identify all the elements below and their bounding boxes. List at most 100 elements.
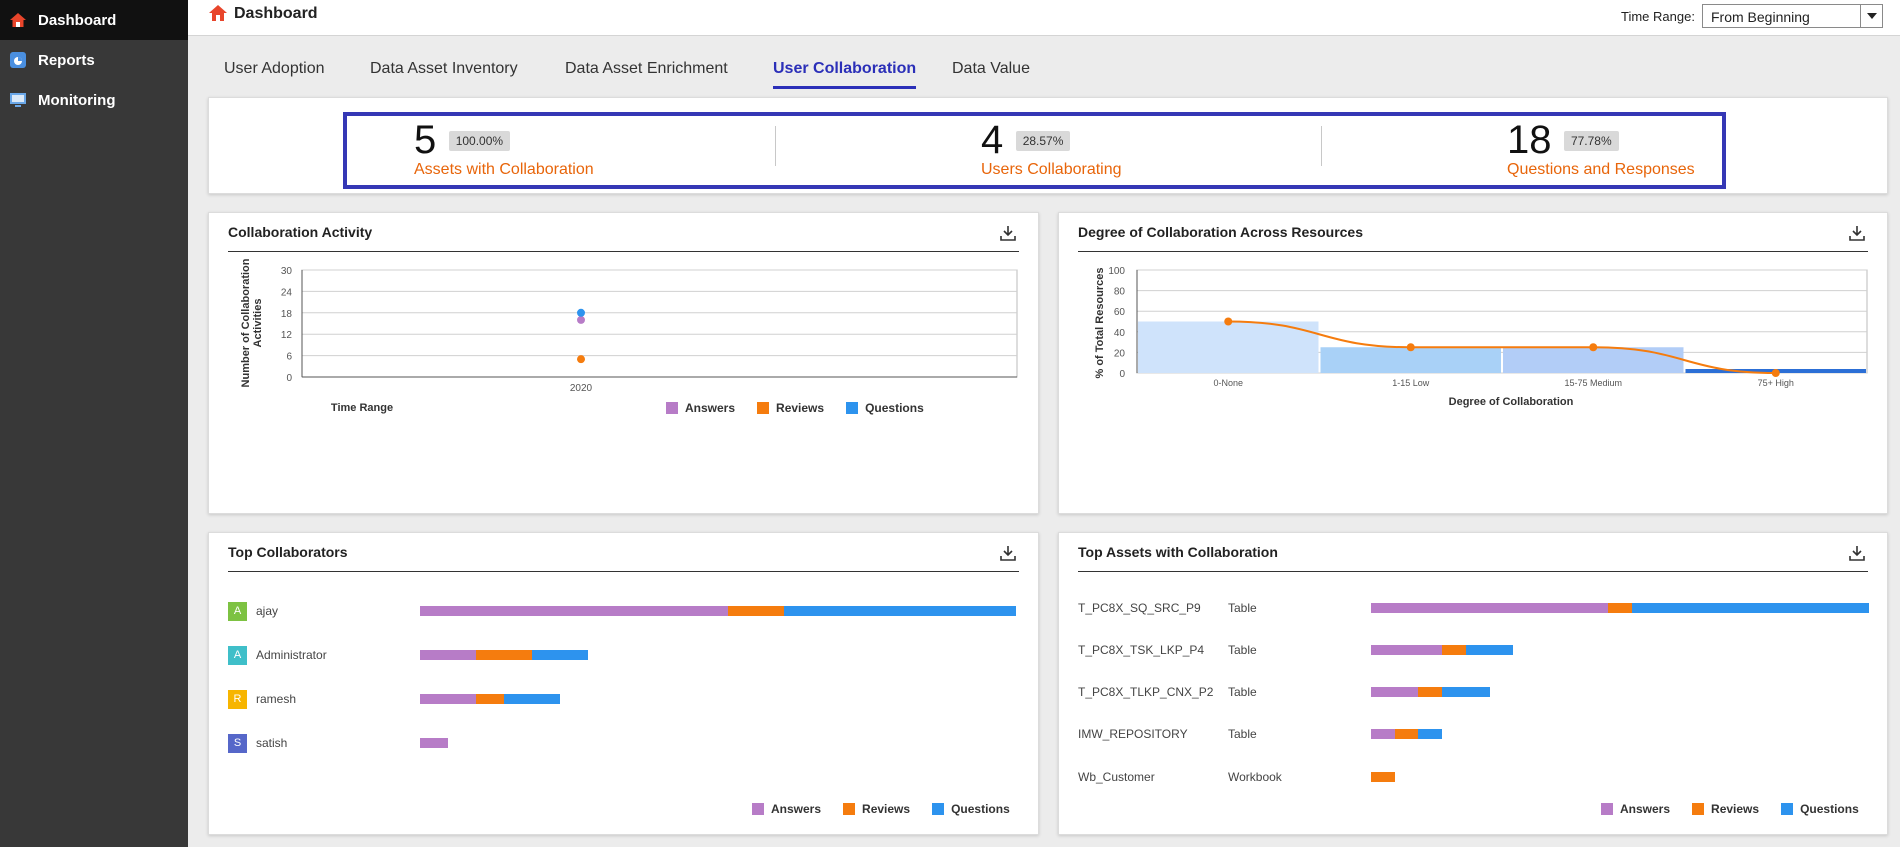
bar-segment-reviews[interactable] xyxy=(727,606,784,616)
y-tick-label: 6 xyxy=(286,352,292,363)
bar-segment-reviews[interactable] xyxy=(1418,687,1443,697)
stacked-bar[interactable] xyxy=(1371,772,1395,782)
bar-segment-answers[interactable] xyxy=(420,694,476,704)
bar-segment-questions[interactable] xyxy=(503,694,560,704)
asset-type: Table xyxy=(1228,643,1257,657)
asset-name[interactable]: IMW_REPOSITORY xyxy=(1078,727,1188,741)
legend-reviews[interactable]: Reviews xyxy=(1692,802,1759,816)
bar-segment-answers[interactable] xyxy=(420,738,448,748)
data-point-questions[interactable] xyxy=(577,308,585,317)
bar-segment-answers[interactable] xyxy=(1371,729,1395,739)
bar-segment-questions[interactable] xyxy=(783,606,1016,616)
trend-line xyxy=(1228,320,1776,374)
data-point-answers[interactable] xyxy=(577,315,585,324)
bar-segment-answers[interactable] xyxy=(1371,687,1419,697)
legend-swatch xyxy=(752,803,764,815)
tab-user-adoption[interactable]: User Adoption xyxy=(224,60,325,77)
stacked-bar[interactable] xyxy=(420,650,588,660)
tab-user-collaboration[interactable]: User Collaboration xyxy=(773,60,917,89)
bar-segment-answers[interactable] xyxy=(1371,603,1609,613)
avatar: A xyxy=(228,601,247,621)
sidebar-item-monitoring[interactable]: Monitoring xyxy=(0,80,188,120)
legend-swatch xyxy=(757,402,770,414)
bar-segment-reviews[interactable] xyxy=(475,650,532,660)
bar-segment-reviews[interactable] xyxy=(1442,645,1466,655)
line-point-3[interactable] xyxy=(1771,369,1780,377)
degree-of-collaboration-card: Degree of Collaboration Across Resources… xyxy=(1058,212,1888,514)
stacked-bar[interactable] xyxy=(420,738,448,748)
stacked-bar[interactable] xyxy=(420,606,1016,616)
y-tick-label: 24 xyxy=(281,287,293,298)
bar-segment-answers[interactable] xyxy=(420,606,728,616)
bar-segment-questions[interactable] xyxy=(1418,729,1443,739)
bar-segment-questions[interactable] xyxy=(1631,603,1869,613)
tab-data-asset-enrichment[interactable]: Data Asset Enrichment xyxy=(565,60,728,77)
bar-segment-answers[interactable] xyxy=(420,650,476,660)
legend-questions[interactable]: Questions xyxy=(932,802,1010,816)
collaboration-activity-chart: 0 6 12 18 24 30 Number of Collaboration Activ… xyxy=(240,258,1018,414)
card-divider xyxy=(228,571,1019,572)
stacked-bar[interactable] xyxy=(1371,687,1490,697)
legend-answers[interactable]: Answers xyxy=(752,802,821,816)
bar-segment-reviews[interactable] xyxy=(1371,772,1395,782)
legend-questions[interactable]: Questions xyxy=(1781,802,1859,816)
asset-name[interactable]: Wb_Customer xyxy=(1078,770,1155,784)
bar-segment-questions[interactable] xyxy=(531,650,588,660)
asset-type: Table xyxy=(1228,727,1257,741)
kpi-users: 4 28.57% Users Collaborating xyxy=(981,118,1122,179)
bar-segment-questions[interactable] xyxy=(1442,687,1490,697)
time-range-select[interactable]: From Beginning xyxy=(1702,4,1883,28)
line-point-0[interactable] xyxy=(1224,317,1233,326)
home-icon xyxy=(8,10,28,30)
card-title: Collaboration Activity xyxy=(228,224,373,240)
legend-answers[interactable]: Answers xyxy=(1601,802,1670,816)
y-tick-label: 0 xyxy=(1119,369,1125,380)
line-point-2[interactable] xyxy=(1589,343,1598,352)
kpi-badge: 28.57% xyxy=(1015,130,1071,151)
bar-segment-reviews[interactable] xyxy=(1608,603,1632,613)
download-icon[interactable] xyxy=(998,543,1018,563)
legend-answers[interactable]: Answers xyxy=(666,401,735,415)
legend-reviews[interactable]: Reviews xyxy=(757,401,824,415)
home-icon[interactable] xyxy=(208,3,228,28)
tab-data-asset-inventory[interactable]: Data Asset Inventory xyxy=(370,60,518,77)
kpi-label[interactable]: Users Collaborating xyxy=(981,161,1122,178)
legend-reviews[interactable]: Reviews xyxy=(843,802,910,816)
download-icon[interactable] xyxy=(1847,223,1867,243)
stacked-bar[interactable] xyxy=(420,694,560,704)
chevron-down-icon[interactable] xyxy=(1860,5,1882,27)
collaborator-row[interactable]: A Administrator xyxy=(228,645,327,665)
kpi-label[interactable]: Questions and Responses xyxy=(1507,161,1695,178)
data-point-reviews[interactable] xyxy=(577,355,585,364)
asset-name[interactable]: T_PC8X_SQ_SRC_P9 xyxy=(1078,601,1201,615)
tab-bar: User Adoption Data Asset Inventory Data … xyxy=(188,54,1900,89)
asset-type: Workbook xyxy=(1228,770,1282,784)
kpi-label[interactable]: Assets with Collaboration xyxy=(414,161,594,178)
legend-swatch xyxy=(846,402,859,414)
asset-name[interactable]: T_PC8X_TSK_LKP_P4 xyxy=(1078,643,1205,657)
sidebar-item-label: Reports xyxy=(38,51,95,69)
chart-legend: Answers Reviews Questions xyxy=(666,401,924,415)
summary-highlight xyxy=(343,112,1726,189)
legend-questions[interactable]: Questions xyxy=(846,401,924,415)
tab-data-value[interactable]: Data Value xyxy=(952,60,1030,77)
sidebar-item-reports[interactable]: Reports xyxy=(0,40,188,80)
stacked-bar[interactable] xyxy=(1371,729,1443,739)
avatar: R xyxy=(228,689,247,709)
stacked-bar[interactable] xyxy=(1371,603,1869,613)
download-icon[interactable] xyxy=(998,223,1018,243)
bar-0[interactable] xyxy=(1138,321,1319,374)
bar-1[interactable] xyxy=(1320,347,1502,373)
bar-segment-questions[interactable] xyxy=(1465,645,1514,655)
download-icon[interactable] xyxy=(1847,543,1867,563)
bar-segment-answers[interactable] xyxy=(1371,645,1443,655)
asset-name[interactable]: T_PC8X_TLKP_CNX_P2 xyxy=(1078,685,1214,699)
bar-segment-reviews[interactable] xyxy=(1394,729,1419,739)
line-point-1[interactable] xyxy=(1406,343,1415,352)
sidebar-item-dashboard[interactable]: Dashboard xyxy=(0,0,188,40)
bar-segment-reviews[interactable] xyxy=(475,694,504,704)
stacked-bar[interactable] xyxy=(1371,645,1514,655)
